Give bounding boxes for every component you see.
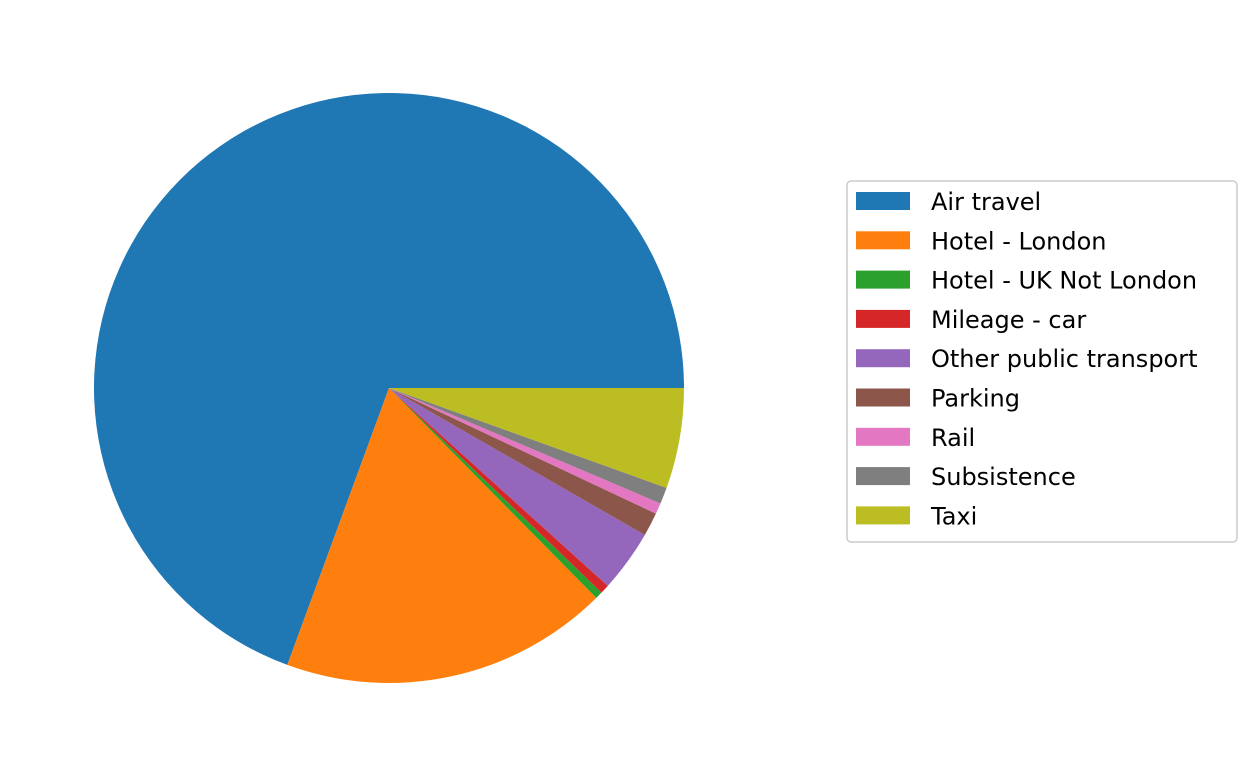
legend-label-hotel-uk-not-london: Hotel - UK Not London — [931, 267, 1197, 295]
pie-slices — [93, 92, 684, 683]
pie-slice-air-travel — [93, 92, 684, 665]
pie-slice-hotel-london — [287, 388, 597, 683]
pie-slice-parking — [389, 388, 656, 535]
legend-label-air-travel: Air travel — [931, 188, 1041, 216]
legend-label-subsistence: Subsistence — [931, 463, 1076, 491]
pie-slice-rail — [389, 388, 661, 514]
legend-swatch-mileage-car — [856, 309, 910, 328]
legend-swatch-parking — [856, 388, 910, 407]
pie-slice-mileage-car — [389, 388, 608, 593]
legend-label-taxi: Taxi — [930, 502, 977, 530]
legend-frame — [846, 180, 1238, 543]
legend-label-mileage-car: Mileage - car — [931, 306, 1086, 334]
pie-slice-hotel-uk-not-london — [389, 388, 602, 598]
legend-label-other-public-transport: Other public transport — [931, 345, 1198, 373]
legend-swatch-rail — [856, 427, 910, 446]
legend-swatch-subsistence — [856, 467, 910, 486]
legend-swatch-hotel-uk-not-london — [856, 270, 910, 289]
pie-slice-other-public-transport — [389, 388, 645, 586]
legend-swatch-other-public-transport — [856, 349, 910, 368]
legend-label-hotel-london: Hotel - London — [931, 227, 1106, 255]
legend: Air travel Hotel - London Hotel - UK Not L… — [846, 180, 1238, 543]
legend-swatch-air-travel — [856, 192, 910, 210]
legend-items: Air travel Hotel - London Hotel - UK Not L… — [856, 188, 1198, 530]
pie-slice-subsistence — [389, 388, 667, 504]
legend-label-parking: Parking — [931, 385, 1020, 413]
legend-swatch-taxi — [856, 506, 910, 525]
pie-slice-taxi — [389, 388, 684, 488]
legend-swatch-hotel-london — [856, 231, 910, 250]
legend-label-rail: Rail — [931, 424, 975, 452]
